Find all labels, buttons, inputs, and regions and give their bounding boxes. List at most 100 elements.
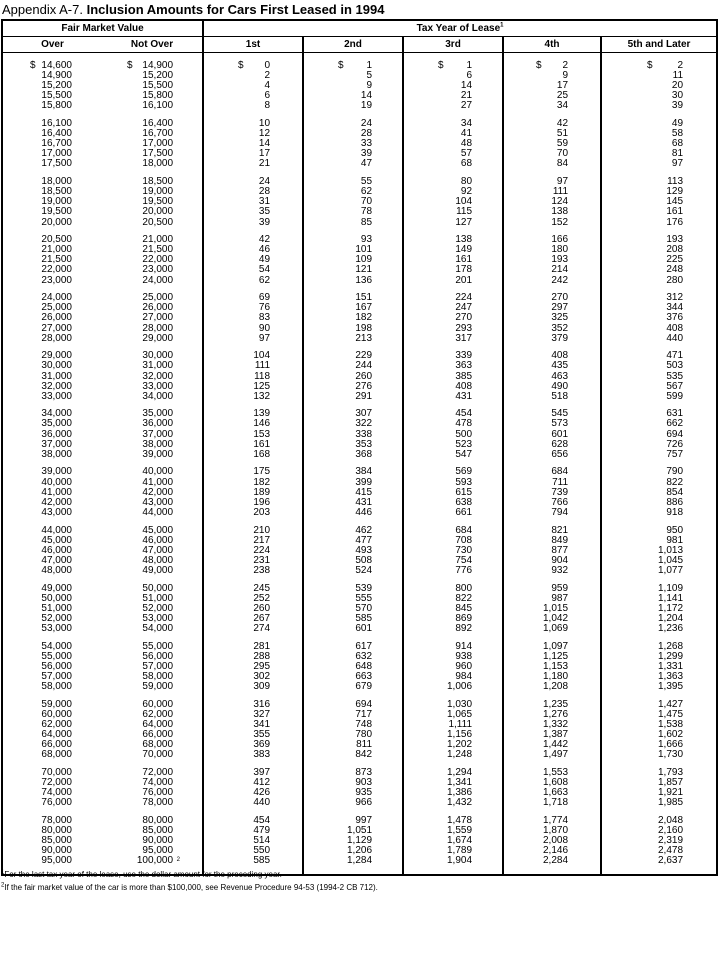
cell-not-over: 24,000 [142,274,174,286]
cell-3rd: 104 [402,197,504,208]
cell-3rd: 1,904 [402,856,504,876]
cell-not-over: 74,000 [142,776,174,788]
cell-not-over: 54,000 [142,622,174,634]
cell-1st: 146 [202,419,304,430]
cell-5th-later: 176 [600,217,718,228]
cell-over: $14,600 [30,60,72,71]
table-row: 80,000 85,000 479 1,051 1,559 1,870 2,160 [2,825,718,836]
fmv-header: Fair Market Value [2,20,204,37]
cell-2nd: 260 [302,371,404,382]
cell-5th-later: 208 [600,245,718,256]
cell-4th: 794 [502,507,602,518]
cell-5th-later: 631 [600,401,718,420]
cell-over: 95,000 [41,855,72,867]
cell-3rd: 569 [402,459,504,478]
cell-5th-later: 81 [600,149,718,160]
cell-1st: 252 [202,593,304,604]
cell-3rd: 317 [402,333,504,344]
cell-2nd: 19 [302,101,404,112]
cell-5th-later: 225 [600,255,718,266]
cell-2nd: 368 [302,449,404,460]
cell-5th-later: 535 [600,371,718,382]
cell-4th: 684 [502,459,602,478]
cell-5th-later: 1,077 [600,565,718,576]
cell-4th: 821 [502,517,602,536]
cell-4th: 1,442 [502,740,602,751]
cell-4th: 42 [502,111,602,130]
cell-not-over: 36,000 [142,418,174,430]
cell-4th: 601 [502,429,602,440]
cell-3rd: 869 [402,613,504,624]
cell-1st: 90 [202,323,304,334]
cell-over: 20,000 [41,216,72,228]
cell-4th: 1,553 [502,760,602,778]
table-row: 52,000 53,000 267 585 869 1,042 1,204 [2,613,718,624]
cell-not-over: 46,000 [142,534,174,546]
inclusion-amounts-table: Fair Market Value Tax Year of Lease1 Ove… [1,19,719,877]
cell-over: 47,000 [41,554,72,566]
cell-1st: 12 [202,129,304,140]
cell-3rd: 68 [402,159,504,170]
cell-5th-later: 280 [600,275,718,286]
cell-5th-later: 58 [600,129,718,140]
cell-4th: 545 [502,401,602,420]
tax-year-header: Tax Year of Lease1 [202,20,718,37]
cell-not-over: 49,000 [142,564,174,576]
table-row: 53,000 54,000 274 601 892 1,069 1,236 [2,622,718,635]
cell-1st: 125 [202,381,304,392]
cell-over: 21,500 [41,254,72,266]
cell-5th-later: 1,045 [600,555,718,566]
table-row: 20,500 21,000 42 93 138 166 193 [2,227,718,246]
cell-over: 78,000 [41,814,72,826]
cell-over: 17,500 [41,158,72,170]
cell-3rd: 1,789 [402,846,504,857]
table-row: 15,500 15,800 6 14 21 25 30 [2,90,718,102]
cell-3rd: 293 [402,323,504,334]
cell-4th: 1,332 [502,719,602,730]
cell-2nd: 508 [302,555,404,566]
cell-4th: 1,663 [502,787,602,799]
cell-not-over: 17,500 [142,148,174,160]
cell-over: 23,000 [41,274,72,286]
cell-5th-later: 1,857 [600,777,718,789]
cell-2nd: 109 [302,255,404,266]
cell-2nd: 415 [302,487,404,498]
cell-4th: 138 [502,207,602,218]
table-row: 20,000 20,500 39 85 127 152 176 [2,216,718,228]
cell-over: 32,000 [41,380,72,392]
cell-5th-later: 918 [600,507,718,518]
cell-4th: 739 [502,487,602,498]
cell-4th: 1,276 [502,709,602,720]
cell-not-over: 15,500 [142,80,174,92]
cell-not-over: 78,000 [142,797,174,809]
table-row: 50,000 51,000 252 555 822 987 1,141 [2,593,718,604]
cell-over: 39,000 [41,466,72,478]
footnote-1: 1For the last tax year of the lease, use… [1,869,282,879]
cell-over: 59,000 [41,698,72,710]
cell-not-over: 95,000 [142,845,174,857]
cell-over: 26,000 [41,312,72,324]
cell-2nd: 338 [302,429,404,440]
cell-2nd: 9 [302,81,404,92]
cell-5th-later: 1,666 [600,740,718,751]
cell-2nd: 524 [302,565,404,576]
cell-over: 43,000 [41,506,72,518]
cell-4th: 352 [502,323,602,334]
cell-over: 68,000 [41,749,72,761]
cell-not-over: 15,800 [142,90,174,102]
cell-not-over: 29,000 [142,332,174,344]
cell-5th-later: 1,921 [600,787,718,799]
table-row: 19,000 19,500 31 70 104 124 145 [2,197,718,208]
cell-not-over: 62,000 [142,708,174,720]
table-row: 51,000 52,000 260 570 845 1,015 1,172 [2,603,718,614]
cell-1st: 210 [202,517,304,536]
cell-5th-later: 471 [600,343,718,362]
cell-4th: 766 [502,497,602,508]
cell-3rd: 1,006 [402,681,504,693]
footnotes: 1For the last tax year of the lease, use… [1,868,378,894]
cell-not-over: 17,000 [142,138,174,150]
table-row: 40,000 41,000 182 399 593 711 822 [2,477,718,488]
cell-over: 45,000 [41,534,72,546]
cell-5th-later: 68 [600,139,718,150]
table-row: 36,000 37,000 153 338 500 601 694 [2,429,718,440]
